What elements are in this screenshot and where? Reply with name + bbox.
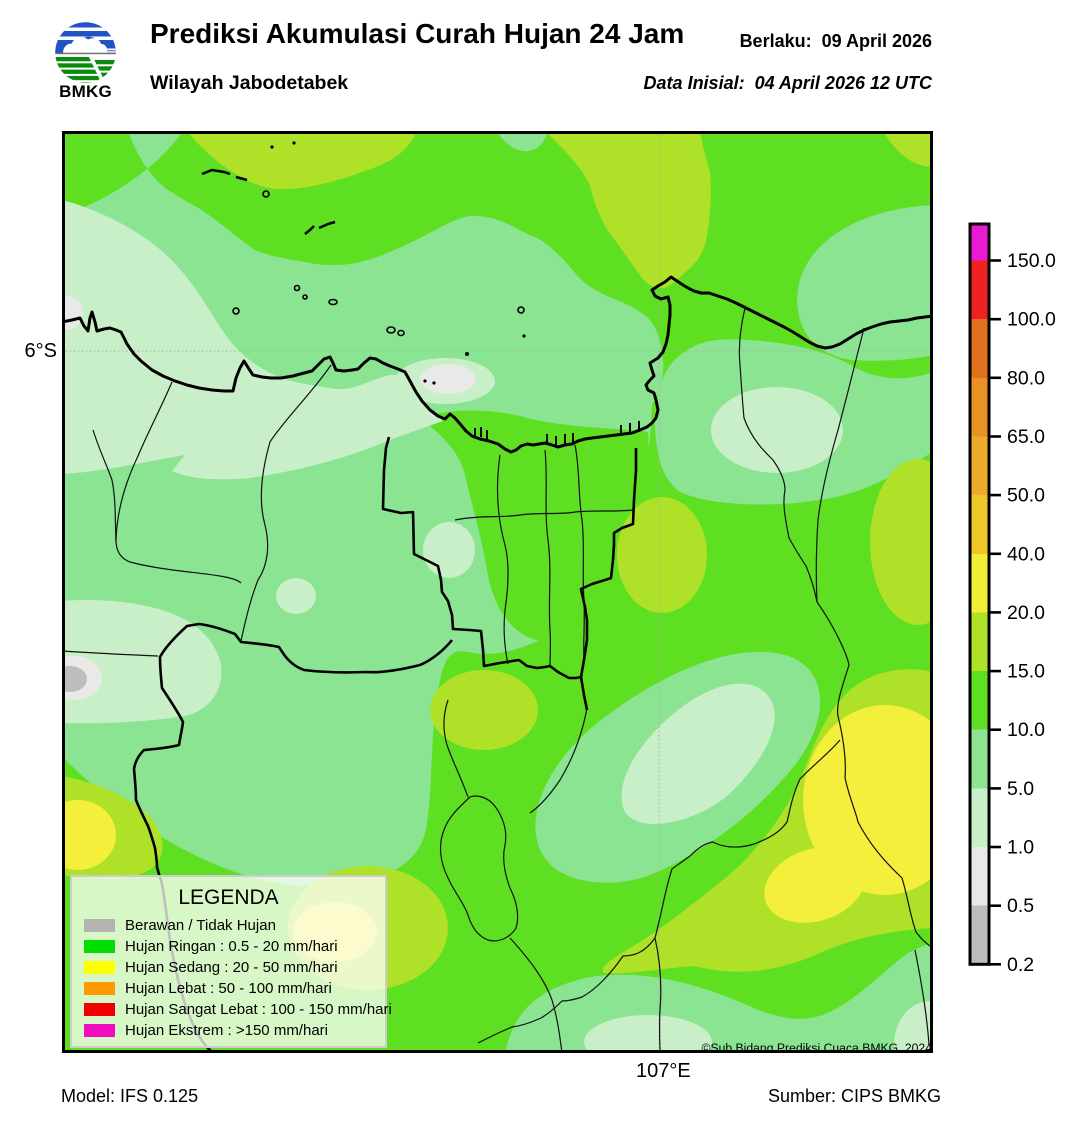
- svg-text:40.0: 40.0: [1007, 543, 1045, 565]
- svg-text:0.5: 0.5: [1007, 895, 1034, 917]
- svg-text:50.0: 50.0: [1007, 485, 1045, 507]
- svg-text:100.0: 100.0: [1007, 309, 1056, 331]
- svg-text:20.0: 20.0: [1007, 602, 1045, 624]
- svg-text:5.0: 5.0: [1007, 778, 1034, 800]
- svg-text:15.0: 15.0: [1007, 661, 1045, 683]
- svg-text:80.0: 80.0: [1007, 367, 1045, 389]
- svg-text:0.2: 0.2: [1007, 954, 1034, 976]
- svg-text:150.0: 150.0: [1007, 250, 1056, 272]
- svg-text:65.0: 65.0: [1007, 426, 1045, 448]
- svg-text:10.0: 10.0: [1007, 719, 1045, 741]
- svg-text:1.0: 1.0: [1007, 837, 1034, 859]
